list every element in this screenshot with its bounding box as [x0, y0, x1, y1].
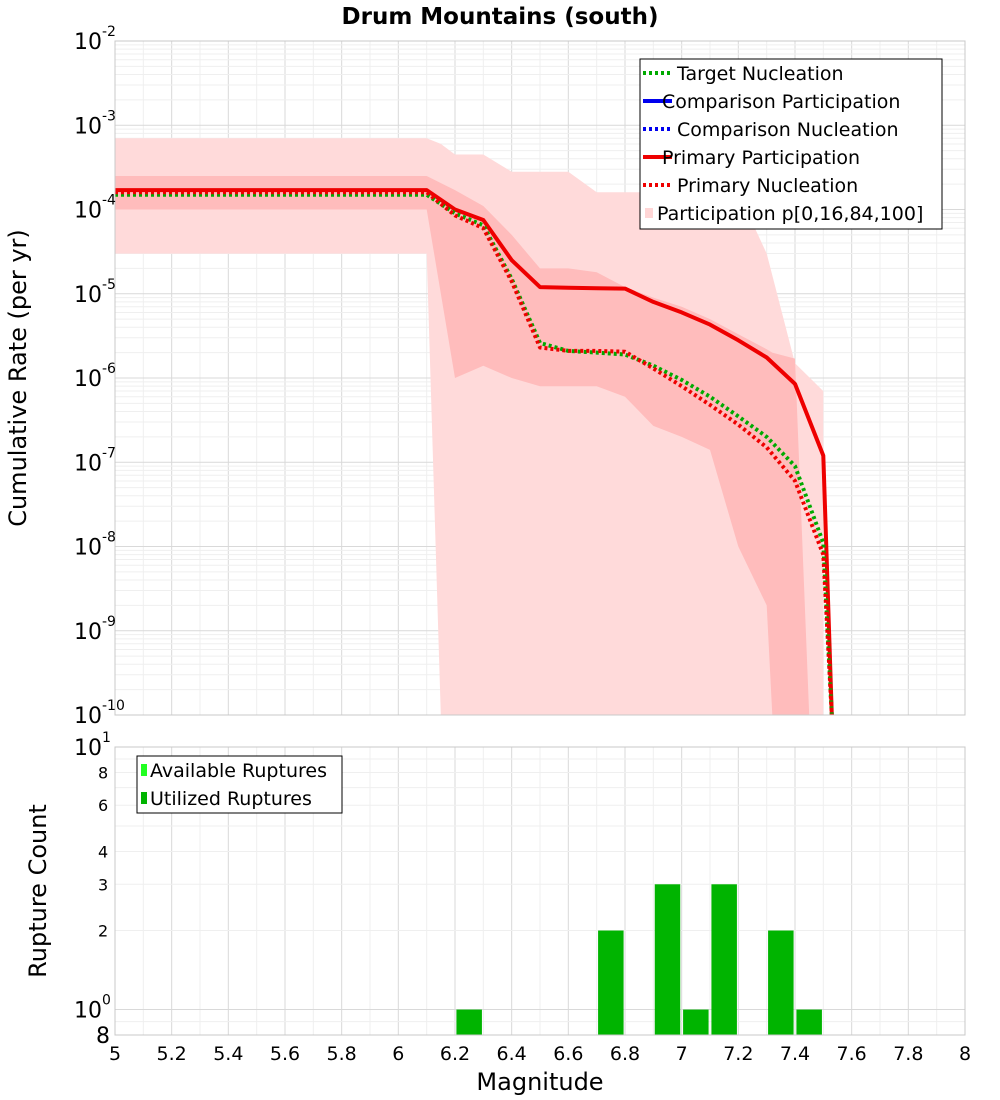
- bottom-y-tick-label: 3: [98, 875, 108, 894]
- top-legend-box: [639, 58, 943, 230]
- participation-band: [115, 176, 810, 715]
- bottom-plot-frame: [114, 746, 966, 1036]
- top-y-tick-label: 10-2: [74, 24, 116, 55]
- top-y-tick-label: 10-9: [74, 614, 116, 645]
- x-tick-label: 6: [392, 1043, 404, 1065]
- legend-label: Participation p[0,16,84,100]: [657, 203, 923, 225]
- top-y-tick-label: 10-10: [74, 698, 125, 729]
- bottom-y-tick-label: 4: [98, 842, 108, 861]
- x-tick-label: 6.8: [610, 1043, 640, 1065]
- bottom-y-axis-title: Rupture Count: [24, 804, 52, 978]
- x-tick-label: 6.6: [553, 1043, 583, 1065]
- legend-label: Primary Nucleation: [677, 175, 858, 197]
- x-tick-label: 5: [109, 1043, 121, 1065]
- bottom-y-tick-label: 101: [74, 730, 111, 761]
- legend-label: Primary Participation: [662, 147, 860, 169]
- legend-label: Available Ruptures: [150, 760, 327, 782]
- bottom-y-tick-label: 8: [98, 763, 108, 782]
- top-y-axis-title: Cumulative Rate (per yr): [4, 229, 32, 527]
- x-tick-label: 6.2: [440, 1043, 470, 1065]
- top-y-tick-label: 10-8: [74, 530, 116, 561]
- rupture-bar: [598, 930, 624, 1035]
- top-y-tick-label: 10-7: [74, 445, 116, 476]
- rupture-bar: [456, 1009, 482, 1035]
- legend-label: Utilized Ruptures: [150, 788, 312, 810]
- x-tick-label: 5.6: [270, 1043, 300, 1065]
- top-y-tick-label: 10-6: [74, 361, 116, 392]
- top-bands: [115, 138, 824, 716]
- legend-label: Comparison Participation: [662, 91, 900, 113]
- x-tick-label: 7.4: [780, 1043, 810, 1065]
- x-tick-label: 5.2: [157, 1043, 187, 1065]
- x-tick-label: 5.8: [327, 1043, 357, 1065]
- x-tick-label: 7.2: [723, 1043, 753, 1065]
- top-y-tick-label: 10-3: [74, 108, 116, 139]
- chart-title: Drum Mountains (south): [342, 4, 659, 30]
- series-line: [115, 190, 834, 716]
- bottom-legend-box: [136, 755, 343, 814]
- bottom-bars: [456, 884, 822, 1035]
- top-lines: [115, 188, 834, 716]
- rupture-bar: [654, 884, 681, 1035]
- legend-swatch: [141, 764, 147, 776]
- legend-label: Target Nucleation: [676, 63, 844, 85]
- legend-swatch: [645, 208, 653, 218]
- rupture-bar: [683, 1009, 709, 1035]
- x-tick-label: 7.8: [893, 1043, 923, 1065]
- series-line: [115, 188, 834, 716]
- bottom-y-tick-label: 2: [98, 922, 108, 941]
- top-plot-frame: [114, 40, 966, 716]
- x-tick-label: 7.6: [837, 1043, 867, 1065]
- x-axis-title: Magnitude: [476, 1068, 603, 1096]
- top-y-ticks: 10-2 10-3 10-4 10-5 10-6 10-7 10-8 10-9 10-10: [74, 24, 125, 729]
- x-tick-label: 8: [959, 1043, 971, 1065]
- rupture-bar: [711, 884, 737, 1035]
- participation-band: [115, 138, 824, 716]
- top-legend: Target Nucleation Comparison Participatio…: [639, 58, 943, 230]
- series-line: [115, 192, 834, 716]
- bottom-x-ticks: 5 5.2 5.4 5.6 5.8 6 6.2 6.4 6.6 6.8 7 7.2 7.4 7.6 7.8 8: [109, 1043, 971, 1065]
- bottom-y-tick-label: 8: [96, 1024, 110, 1049]
- legend-label: Comparison Nucleation: [677, 119, 899, 141]
- top-y-tick-label: 10-4: [74, 193, 116, 224]
- rupture-bar: [768, 930, 794, 1035]
- bottom-y-tick-label: 6: [98, 796, 108, 815]
- top-y-tick-label: 10-5: [74, 277, 116, 308]
- bottom-legend: Available Ruptures Utilized Ruptures: [136, 755, 343, 814]
- bottom-y-tick-label: 100: [74, 993, 111, 1024]
- rupture-bar: [796, 1009, 822, 1035]
- x-tick-label: 5.4: [213, 1043, 243, 1065]
- legend-swatch: [141, 792, 147, 804]
- x-tick-label: 7: [676, 1043, 688, 1065]
- x-tick-label: 6.4: [497, 1043, 527, 1065]
